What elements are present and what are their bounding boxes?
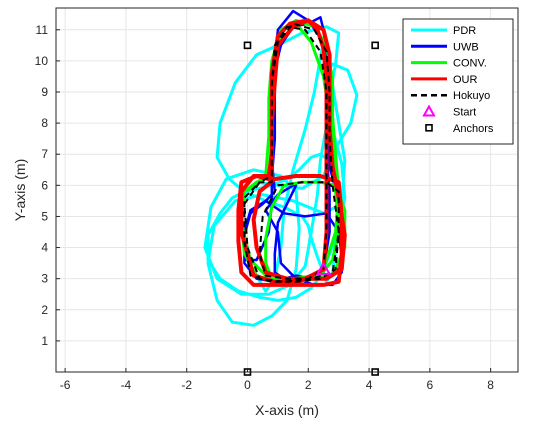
legend-label-uwb: UWB	[453, 41, 479, 53]
x-tick-label: 8	[487, 378, 494, 392]
legend-label-our: OUR	[453, 74, 478, 86]
legend-label-conv: CONV.	[453, 58, 487, 70]
y-tick-label: 1	[41, 334, 48, 348]
y-tick-label: 5	[41, 209, 48, 223]
legend: PDR UWB CONV. OUR Hokuyo Start Anchors	[402, 18, 514, 145]
y-tick-label: 10	[35, 54, 49, 68]
legend-swatch-anchors	[425, 124, 433, 132]
anchor-marker	[243, 41, 252, 50]
legend-label-start: Start	[453, 107, 476, 119]
x-tick-label: 6	[427, 378, 434, 392]
y-tick-label: 7	[41, 147, 48, 161]
x-tick-label: -6	[60, 378, 71, 392]
y-tick-label: 3	[41, 272, 48, 286]
series-hokuyo-line	[243, 22, 340, 283]
tick-labels: -6 -4 -2 0 2 4 6 8 1 2 3 4 5 6 7 8 9 10 11	[35, 23, 495, 392]
series-layer	[203, 9, 359, 327]
legend-label-hokuyo: Hokuyo	[453, 90, 490, 102]
y-tick-label: 8	[41, 116, 48, 130]
legend-box	[402, 18, 514, 145]
legend-label-anchors: Anchors	[453, 123, 494, 135]
y-tick-label: 2	[41, 303, 48, 317]
start-marker	[315, 261, 332, 275]
y-tick-label: 9	[41, 85, 48, 99]
y-tick-label: 11	[36, 23, 49, 37]
anchor-marker	[371, 41, 379, 50]
plot-frame	[55, 7, 519, 373]
x-tick-label: -4	[121, 378, 132, 392]
x-tick-label: 0	[244, 378, 251, 392]
y-tick-label: 4	[41, 241, 48, 255]
y-axis-label: Y-axis (m)	[12, 159, 28, 222]
x-axis-label: X-axis (m)	[255, 402, 319, 418]
x-tick-label: -2	[181, 378, 192, 392]
legend-label-pdr: PDR	[453, 25, 476, 37]
x-tick-label: 2	[305, 378, 312, 392]
legend-swatch-start	[422, 104, 436, 117]
x-tick-label: 4	[366, 378, 373, 392]
y-tick-label: 6	[41, 178, 48, 192]
